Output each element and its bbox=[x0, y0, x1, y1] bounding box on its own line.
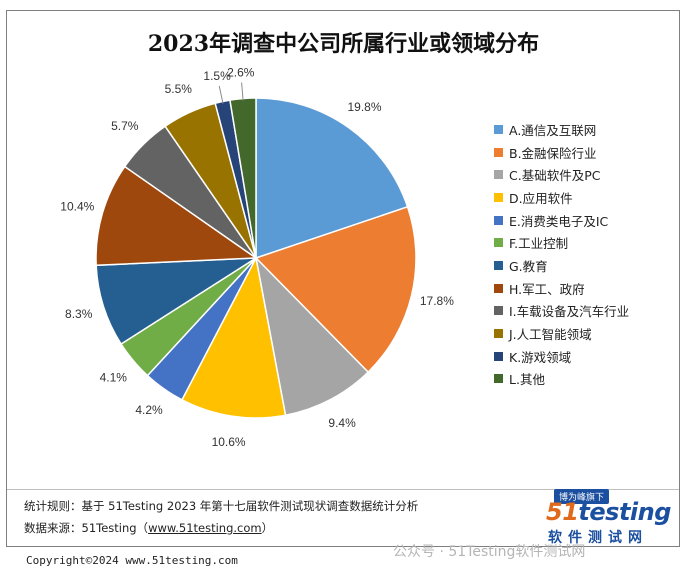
data-source-label: 数据来源：51Testing（ bbox=[24, 521, 149, 535]
statistics-rule: 统计规则：基于 51Testing 2023 年第十七届软件测试现状调查数据统计… bbox=[24, 499, 419, 513]
legend-swatch bbox=[494, 238, 503, 248]
pie-slice bbox=[254, 205, 417, 374]
legend-item: L.其他 bbox=[494, 368, 629, 391]
legend-label: D.应用软件 bbox=[509, 190, 573, 206]
logo-subtitle: 软件测试网 bbox=[548, 530, 648, 546]
pie-slice bbox=[95, 165, 259, 267]
legend-label: K.游戏领域 bbox=[509, 349, 572, 365]
legend-item: B.金融保险行业 bbox=[494, 141, 629, 164]
pie-slice bbox=[180, 255, 287, 419]
copyright: Copyright©2024 www.51testing.com bbox=[26, 554, 238, 567]
legend-item: D.应用软件 bbox=[494, 186, 629, 209]
legend-label: G.教育 bbox=[509, 258, 548, 274]
logo-number: 51 bbox=[546, 498, 579, 526]
legend-swatch bbox=[494, 351, 503, 361]
leader-line bbox=[218, 85, 224, 104]
legend-swatch bbox=[494, 329, 503, 339]
legend-label: A.通信及互联网 bbox=[509, 122, 597, 138]
slice-label: 5.5% bbox=[165, 82, 193, 96]
legend-item: C.基础软件及PC bbox=[494, 163, 629, 186]
legend-swatch bbox=[494, 374, 503, 384]
slice-label: 10.4% bbox=[60, 199, 94, 213]
pie-slice bbox=[254, 255, 370, 417]
legend-swatch bbox=[494, 306, 503, 316]
logo-wordmark: 51testing bbox=[546, 498, 671, 526]
leader-line bbox=[241, 82, 244, 101]
slice-label: 4.2% bbox=[135, 403, 163, 417]
legend-swatch bbox=[494, 192, 503, 202]
legend-item: J.人工智能领域 bbox=[494, 322, 629, 345]
slice-label: 17.8% bbox=[420, 294, 454, 308]
slice-label: 4.1% bbox=[100, 370, 128, 384]
pie-slice bbox=[255, 97, 409, 260]
legend-label: J.人工智能领域 bbox=[509, 327, 592, 343]
chart-title: 2023年调查中公司所属行业或领域分布 bbox=[147, 31, 540, 57]
legend-item: F.工业控制 bbox=[494, 231, 629, 254]
slice-label: 2.6% bbox=[227, 66, 255, 80]
legend-swatch bbox=[494, 124, 503, 134]
legend-label: I.车载设备及汽车行业 bbox=[509, 304, 630, 320]
slice-label: 10.6% bbox=[212, 435, 246, 449]
legend-item: E.消费类电子及IC bbox=[494, 209, 629, 232]
legend-item: H.军工、政府 bbox=[494, 277, 629, 300]
logo-word: testing bbox=[578, 498, 671, 526]
legend-item: I.车载设备及汽车行业 bbox=[494, 300, 629, 323]
divider bbox=[7, 489, 679, 490]
slice-label: 8.3% bbox=[65, 307, 93, 321]
legend: A.通信及互联网 B.金融保险行业 C.基础软件及PC D.应用软件 E.消费类电子及I… bbox=[494, 118, 629, 390]
legend-item: A.通信及互联网 bbox=[494, 118, 629, 141]
data-source-url[interactable]: www.51testing.com bbox=[148, 521, 262, 535]
slice-label: 19.8% bbox=[347, 100, 381, 114]
logo-badge: 博为峰旗下 bbox=[554, 489, 610, 504]
slice-label: 9.4% bbox=[328, 416, 356, 430]
legend-swatch bbox=[494, 283, 503, 293]
legend-label: E.消费类电子及IC bbox=[509, 213, 609, 229]
legend-swatch bbox=[494, 170, 503, 180]
slice-label: 5.7% bbox=[111, 119, 139, 133]
slice-label: 1.5% bbox=[203, 69, 231, 83]
legend-label: L.其他 bbox=[509, 372, 545, 388]
watermark: 公众号 · 51Testing软件测试网 bbox=[393, 544, 586, 560]
legend-item: G.教育 bbox=[494, 254, 629, 277]
legend-label: C.基础软件及PC bbox=[509, 168, 601, 184]
legend-swatch bbox=[494, 147, 503, 157]
legend-label: B.金融保险行业 bbox=[509, 145, 597, 161]
legend-label: F.工业控制 bbox=[509, 236, 569, 252]
legend-swatch bbox=[494, 215, 503, 225]
legend-label: H.军工、政府 bbox=[509, 281, 585, 297]
data-source-close: ） bbox=[261, 521, 274, 535]
legend-swatch bbox=[494, 260, 503, 270]
brand-logo: 博为峰旗下 51testing 软件测试网 bbox=[536, 489, 676, 546]
data-source: 数据来源：51Testing（www.51testing.com） bbox=[24, 520, 273, 536]
legend-item: K.游戏领域 bbox=[494, 345, 629, 368]
